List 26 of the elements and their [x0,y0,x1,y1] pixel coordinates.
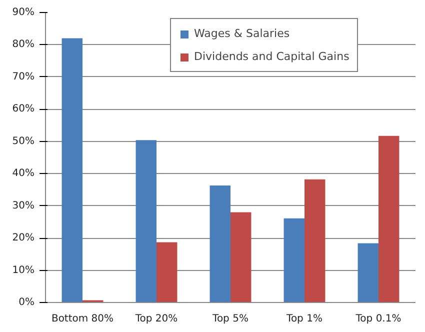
bar [210,186,230,302]
bar [304,179,326,302]
x-tick-label: Top 5% [212,314,248,324]
legend-label: Wages & Salaries [194,27,290,40]
x-tick-label: Top 0.1% [354,314,402,324]
y-tick-label: 70% [12,71,35,82]
y-tick-label: 30% [12,200,35,212]
bar [378,136,400,302]
y-tick-label: 90% [12,7,35,18]
x-tick-label: Top 20% [134,314,178,324]
legend-label: Dividends and Capital Gains [194,50,350,63]
y-tick-label: 50% [12,136,35,147]
bar [284,218,304,302]
y-tick-label: 20% [12,232,35,244]
bar [62,38,82,302]
y-tick-label: 60% [12,104,35,115]
bar [156,242,178,302]
y-tick-label: 40% [12,168,35,180]
y-tick-label: 10% [12,264,35,276]
bar [358,243,378,302]
x-tick-label: Top 1% [286,314,322,324]
y-tick-label: 0% [18,297,35,308]
x-tick-label: Bottom 80% [51,314,114,324]
bar [136,140,156,302]
bar [230,212,252,302]
y-tick-label: 80% [12,39,35,50]
